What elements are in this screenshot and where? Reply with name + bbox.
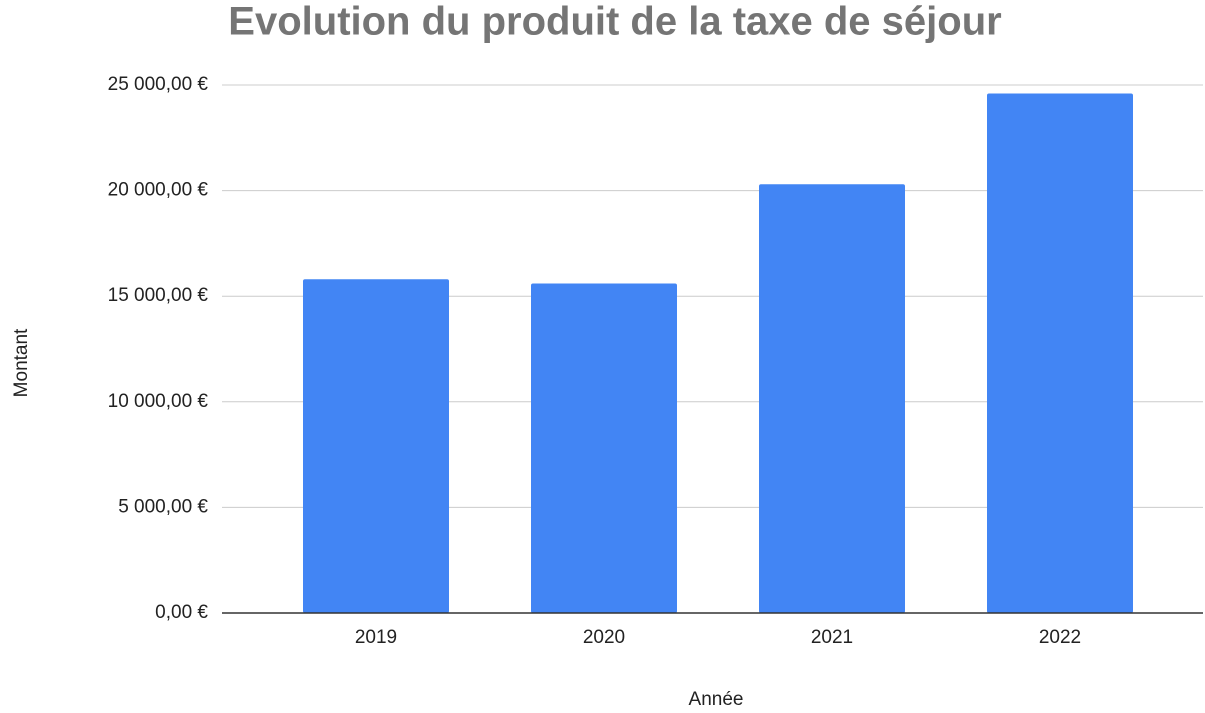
x-tick-label: 2021: [811, 627, 853, 648]
y-tick-label: 20 000,00 €: [108, 180, 209, 201]
x-tick-label: 2020: [583, 627, 625, 648]
y-tick-label: 0,00 €: [155, 602, 208, 623]
bar: [759, 184, 905, 614]
x-tick-label: 2022: [1039, 627, 1081, 648]
y-axis-label: Montant: [11, 328, 32, 397]
bar: [303, 279, 449, 613]
y-tick-label: 5 000,00 €: [118, 496, 208, 517]
bar: [531, 283, 677, 613]
y-tick-label: 10 000,00 €: [108, 391, 209, 412]
x-tick-label: 2019: [355, 627, 397, 648]
y-tick-label: 15 000,00 €: [108, 285, 209, 306]
chart-title: Evolution du produit de la taxe de séjou…: [228, 0, 1001, 44]
bar: [987, 93, 1133, 613]
y-tick-label: 25 000,00 €: [108, 74, 209, 95]
x-axis-label: Année: [689, 689, 744, 710]
